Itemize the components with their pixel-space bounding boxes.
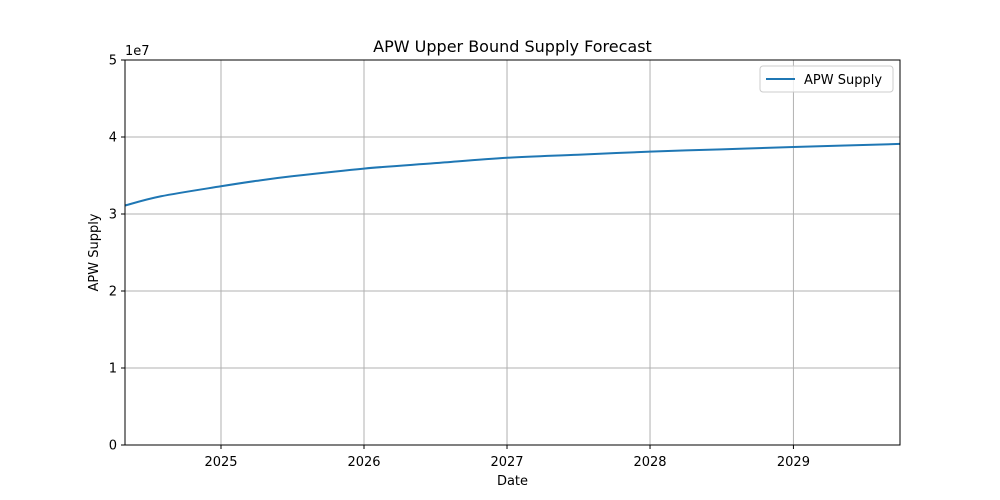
y-axis-ticks: 0 1 2 3 4 5 [109, 54, 125, 454]
x-axis-label: Date [497, 474, 528, 489]
y-axis-offset-label: 1e7 [125, 44, 150, 59]
legend-label-apw-supply: APW Supply [804, 73, 882, 88]
legend: APW Supply [759, 65, 894, 93]
x-axis-ticks: 2025 2026 2027 2028 2029 [204, 445, 810, 470]
y-tick-label: 2 [109, 285, 117, 300]
x-tick-label: 2027 [490, 455, 523, 470]
series-layer [124, 142, 901, 207]
y-axis-label: APW Supply [87, 213, 102, 291]
x-tick-label: 2028 [633, 455, 666, 470]
y-tick-label: 3 [109, 208, 117, 223]
x-tick-label: 2029 [777, 455, 810, 470]
y-tick-label: 1 [109, 362, 117, 377]
legend-box [759, 65, 894, 93]
x-tick-label: 2025 [204, 455, 237, 470]
x-tick-label: 2026 [347, 455, 380, 470]
chart-title: APW Upper Bound Supply Forecast [373, 37, 652, 56]
plot-frame [124, 59, 901, 446]
y-tick-label: 4 [109, 131, 117, 146]
series-line-apw-supply [124, 142, 901, 207]
y-tick-label: 5 [109, 54, 117, 69]
y-tick-label: 0 [109, 439, 117, 454]
